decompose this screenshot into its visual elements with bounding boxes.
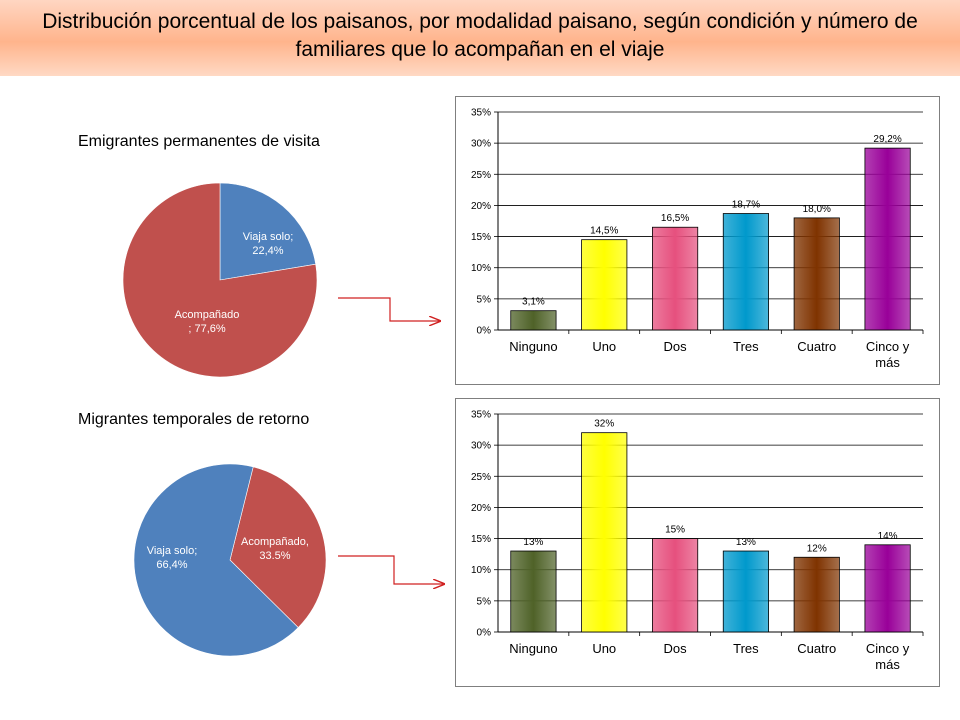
bar-temporary-category-label-1: Uno [592,641,616,656]
bar-temporary-bar-5 [864,544,911,633]
bar-temporary-category-label-2: Dos [664,641,688,656]
bar-temporary-data-label-5: 14% [878,531,898,542]
bar-permanent-ytick-6: 30% [471,139,491,150]
bar-permanent-bar-2 [652,226,699,331]
bar-temporary-bar-0 [510,550,557,633]
bar-permanent-bar-4 [793,217,840,331]
bar-permanent-data-label-1: 14,5% [590,226,618,237]
page-title: Distribución porcentual de los paisanos,… [42,10,918,61]
bar-permanent-ytick-4: 20% [471,201,491,212]
pie-temporary-slice-1 [133,463,299,657]
bar-permanent-ytick-7: 35% [471,108,491,119]
bar-temporary-data-label-0: 13% [523,537,543,548]
pie-permanent-slice-1 [122,182,318,378]
bar-temporary-bar-1 [581,432,628,633]
bar-temporary-ytick-5: 25% [471,472,491,483]
bar-permanent-data-label-3: 18,7% [732,200,760,211]
bar-permanent-category-label-5: Cinco y más [866,339,910,370]
bar-temporary-category-label-3: Tres [733,641,759,656]
section-label-permanent: Emigrantes permanentes de visita [78,133,320,150]
bar-temporary-ytick-6: 30% [471,441,491,452]
section-label-temporary: Migrantes temporales de retorno [78,411,310,428]
pie-temporary-slice-0 [229,466,327,628]
bar-temporary-data-label-1: 32% [594,419,614,430]
bar-temporary-category-label-5: Cinco y más [866,641,910,672]
bar-chart-temporary: 0% 5% 10% 15% 20% 25% 30% 35% 13% Ninguno 32% Uno 15… [471,410,924,672]
bar-permanent-ytick-5: 25% [471,170,491,181]
bar-temporary-ytick-1: 5% [477,596,492,607]
bar-temporary-bar-4 [793,556,840,633]
bar-permanent-data-label-4: 18,0% [803,204,831,215]
bar-permanent-category-label-1: Uno [592,339,616,354]
bar-temporary-bar-2 [652,538,699,633]
bar-permanent-category-label-2: Dos [664,339,688,354]
pie-temporary-slice-label-0: Acompañado, 33.5% [241,536,309,562]
bar-chart-panel-temporary: 0% 5% 10% 15% 20% 25% 30% 35% 13% Ninguno 32% Uno 15… [455,398,940,687]
pie-permanent-slice-0 [219,182,317,281]
bar-permanent-data-label-2: 16,5% [661,213,689,224]
bar-permanent-bar-0 [510,310,557,331]
bar-permanent-category-label-3: Tres [733,339,759,354]
bar-permanent-ytick-2: 10% [471,263,491,274]
bar-temporary-ytick-2: 10% [471,565,491,576]
pie-temporary-slice-label-1: Viaja solo; 66,4% [147,545,198,571]
bar-chart-panel-permanent: 0% 5% 10% 15% 20% 25% 30% 35% 3,1% Ninguno 14,5% Un… [455,96,940,385]
bar-temporary-ytick-0: 0% [477,628,492,639]
bar-temporary-data-label-4: 12% [807,543,827,554]
bar-permanent-category-label-4: Cuatro [797,339,836,354]
bar-permanent-data-label-5: 29,2% [873,134,901,145]
bar-temporary-category-label-0: Ninguno [509,641,557,656]
pie-permanent-slice-label-1: Acompañado; 77,6% [175,309,240,335]
bar-temporary-category-label-4: Cuatro [797,641,836,656]
bar-temporary-bar-3 [722,550,769,633]
bar-permanent-bar-1 [581,239,628,331]
bar-temporary-data-label-2: 15% [665,525,685,536]
bar-chart-permanent: 0% 5% 10% 15% 20% 25% 30% 35% 3,1% Ninguno 14,5% Un… [471,108,924,370]
bar-permanent-bar-3 [722,213,769,331]
bar-temporary-ytick-3: 15% [471,534,491,545]
bar-temporary-data-label-3: 13% [736,537,756,548]
bar-permanent-data-label-0: 3,1% [522,297,545,308]
bar-permanent-ytick-0: 0% [477,326,492,337]
title-bar [0,0,960,76]
bar-permanent-category-label-0: Ninguno [509,339,557,354]
bar-permanent-ytick-1: 5% [477,294,492,305]
bar-permanent-bar-5 [864,147,911,331]
bar-temporary-ytick-7: 35% [471,410,491,421]
pie-permanent-slice-label-0: Viaja solo; 22,4% [243,231,294,257]
bar-temporary-ytick-4: 20% [471,503,491,514]
bar-permanent-ytick-3: 15% [471,232,491,243]
